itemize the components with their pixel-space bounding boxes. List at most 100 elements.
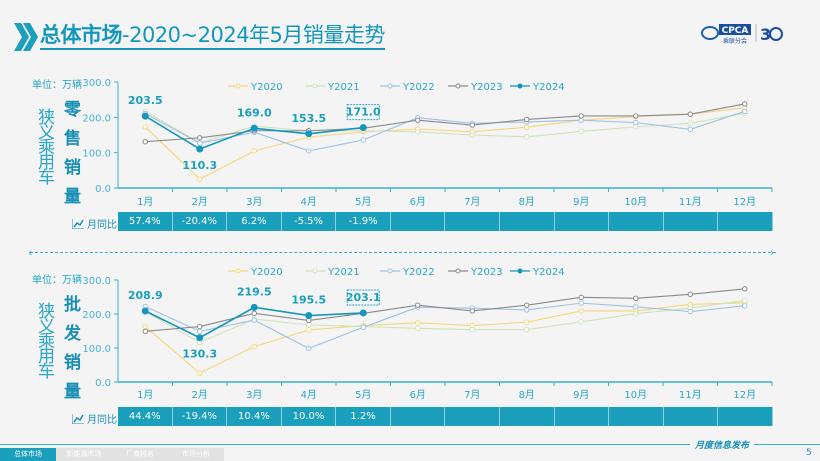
legend-item-Y2024: Y2024 <box>510 267 565 278</box>
data-point <box>687 120 693 127</box>
x-tick-label: 1月 <box>137 389 153 401</box>
yoy-cell: 44.4% <box>118 407 173 426</box>
data-point <box>578 117 584 123</box>
data-point <box>742 286 748 292</box>
series-line <box>144 110 745 152</box>
yoy-cell: -5.5% <box>281 212 337 231</box>
category-label: 狭义乘用车 <box>34 302 54 377</box>
data-point <box>633 124 639 130</box>
yoy-label: 月同比 <box>72 216 117 231</box>
x-tick-label: 2月 <box>192 389 208 401</box>
data-point <box>524 326 530 333</box>
data-point <box>197 323 203 330</box>
tab-overall-market[interactable]: 总体市场 <box>0 448 56 461</box>
data-point <box>305 312 313 320</box>
x-tick-label: 3月 <box>246 196 262 208</box>
data-point <box>196 145 204 153</box>
cpca-logo: CPCA 乘联分会 3 <box>701 24 783 45</box>
series-line <box>144 299 745 344</box>
yoy-cell: -19.4% <box>172 407 228 426</box>
yoy-cell <box>445 212 501 231</box>
data-point <box>469 122 475 128</box>
chart-0: 0.0 100.0 200.0 300.0 1月 2月 3月 4月 5月 6月 7月 8月 9月 10月 1… <box>82 78 773 208</box>
svg-text:Y2024: Y2024 <box>532 267 565 278</box>
data-label: 219.5 <box>237 285 272 298</box>
data-point <box>687 308 693 315</box>
series-Y2023 <box>142 286 748 335</box>
data-point <box>578 294 584 301</box>
data-point <box>742 108 748 115</box>
data-point <box>251 310 257 317</box>
data-point <box>578 308 584 314</box>
data-point <box>415 129 421 135</box>
svg-text:Y2022: Y2022 <box>402 82 435 93</box>
yoy-cell <box>609 407 664 426</box>
data-point <box>197 135 203 141</box>
x-tick-label: 10月 <box>624 196 647 208</box>
legend-item-Y2020: Y2020 <box>228 82 283 93</box>
x-tick-label: 7月 <box>464 389 480 401</box>
svg-text:Y2023: Y2023 <box>470 82 503 93</box>
x-tick-label: 8月 <box>519 389 535 401</box>
data-point <box>633 113 639 119</box>
svg-text:Y2021: Y2021 <box>327 82 360 93</box>
svg-text:Y2024: Y2024 <box>532 82 565 93</box>
data-point <box>687 111 693 117</box>
data-label: 110.3 <box>182 159 217 172</box>
x-tick-label: 6月 <box>410 389 426 401</box>
yoy-cell: 10.0% <box>281 407 337 426</box>
data-point <box>633 304 639 310</box>
x-tick-label: 11月 <box>679 389 702 401</box>
chart-title-wholesale: 批发销量 <box>60 295 80 411</box>
legend-item-Y2023: Y2023 <box>448 82 503 93</box>
series-Y2024 <box>141 303 367 342</box>
yoy-cell <box>663 407 719 426</box>
data-point <box>305 130 313 138</box>
svg-text:Y2020: Y2020 <box>250 267 283 278</box>
data-point <box>142 124 148 130</box>
yoy-cell <box>718 212 773 231</box>
data-point <box>250 303 258 311</box>
category-label: 狭义乘用车 <box>34 108 54 183</box>
series-line <box>144 302 745 374</box>
yoy-row-wholesale: 44.4% -19.4% 10.4% 10.0% 1.2% <box>118 407 773 426</box>
unit-label: 单位：万辆 <box>32 80 82 91</box>
data-point <box>360 137 366 143</box>
svg-text:Y2023: Y2023 <box>470 267 503 278</box>
data-point <box>524 124 530 130</box>
data-point <box>687 126 693 133</box>
yoy-cell: -20.4% <box>172 212 228 231</box>
x-tick-label: 12月 <box>733 196 756 208</box>
svg-text:CPCA: CPCA <box>722 26 749 36</box>
tab-maker-ranking[interactable]: 厂商排名 <box>112 448 168 461</box>
x-tick-label: 7月 <box>464 196 480 208</box>
tab-market-analysis[interactable]: 市场分析 <box>168 448 224 461</box>
data-point <box>633 310 639 317</box>
data-point <box>524 134 530 140</box>
y-tick-label: 100.0 <box>82 149 111 160</box>
data-point <box>415 320 421 326</box>
line-chart-icon <box>72 413 84 424</box>
svg-text:Y2020: Y2020 <box>250 82 283 93</box>
data-point <box>524 307 530 313</box>
tab-nev-market[interactable]: 新能源市场 <box>56 448 112 461</box>
x-tick-label: 4月 <box>301 389 317 401</box>
data-point <box>415 325 421 331</box>
y-tick-label: 0.0 <box>95 184 111 195</box>
data-point <box>197 176 203 182</box>
yoy-label: 月同比 <box>72 411 117 426</box>
arrow-left-icon: ‹ <box>28 246 33 259</box>
yoy-cell <box>390 212 446 231</box>
chart-title-retail: 零售销量 <box>60 100 80 216</box>
yoy-cell <box>663 212 719 231</box>
page-number: 5 <box>806 448 812 458</box>
chart-1: 0.0 100.0 200.0 300.0 1月 2月 3月 4月 5月 6月 7月 8月 9月 10月 1… <box>82 267 773 401</box>
series-Y2021 <box>142 297 748 346</box>
svg-text:3: 3 <box>760 25 771 44</box>
x-tick-label: 9月 <box>573 196 589 208</box>
data-point <box>742 297 748 304</box>
x-tick-label: 4月 <box>301 196 317 208</box>
yoy-cell: -1.9% <box>336 212 391 231</box>
highlight-box <box>346 289 380 306</box>
yoy-cell <box>500 212 555 231</box>
